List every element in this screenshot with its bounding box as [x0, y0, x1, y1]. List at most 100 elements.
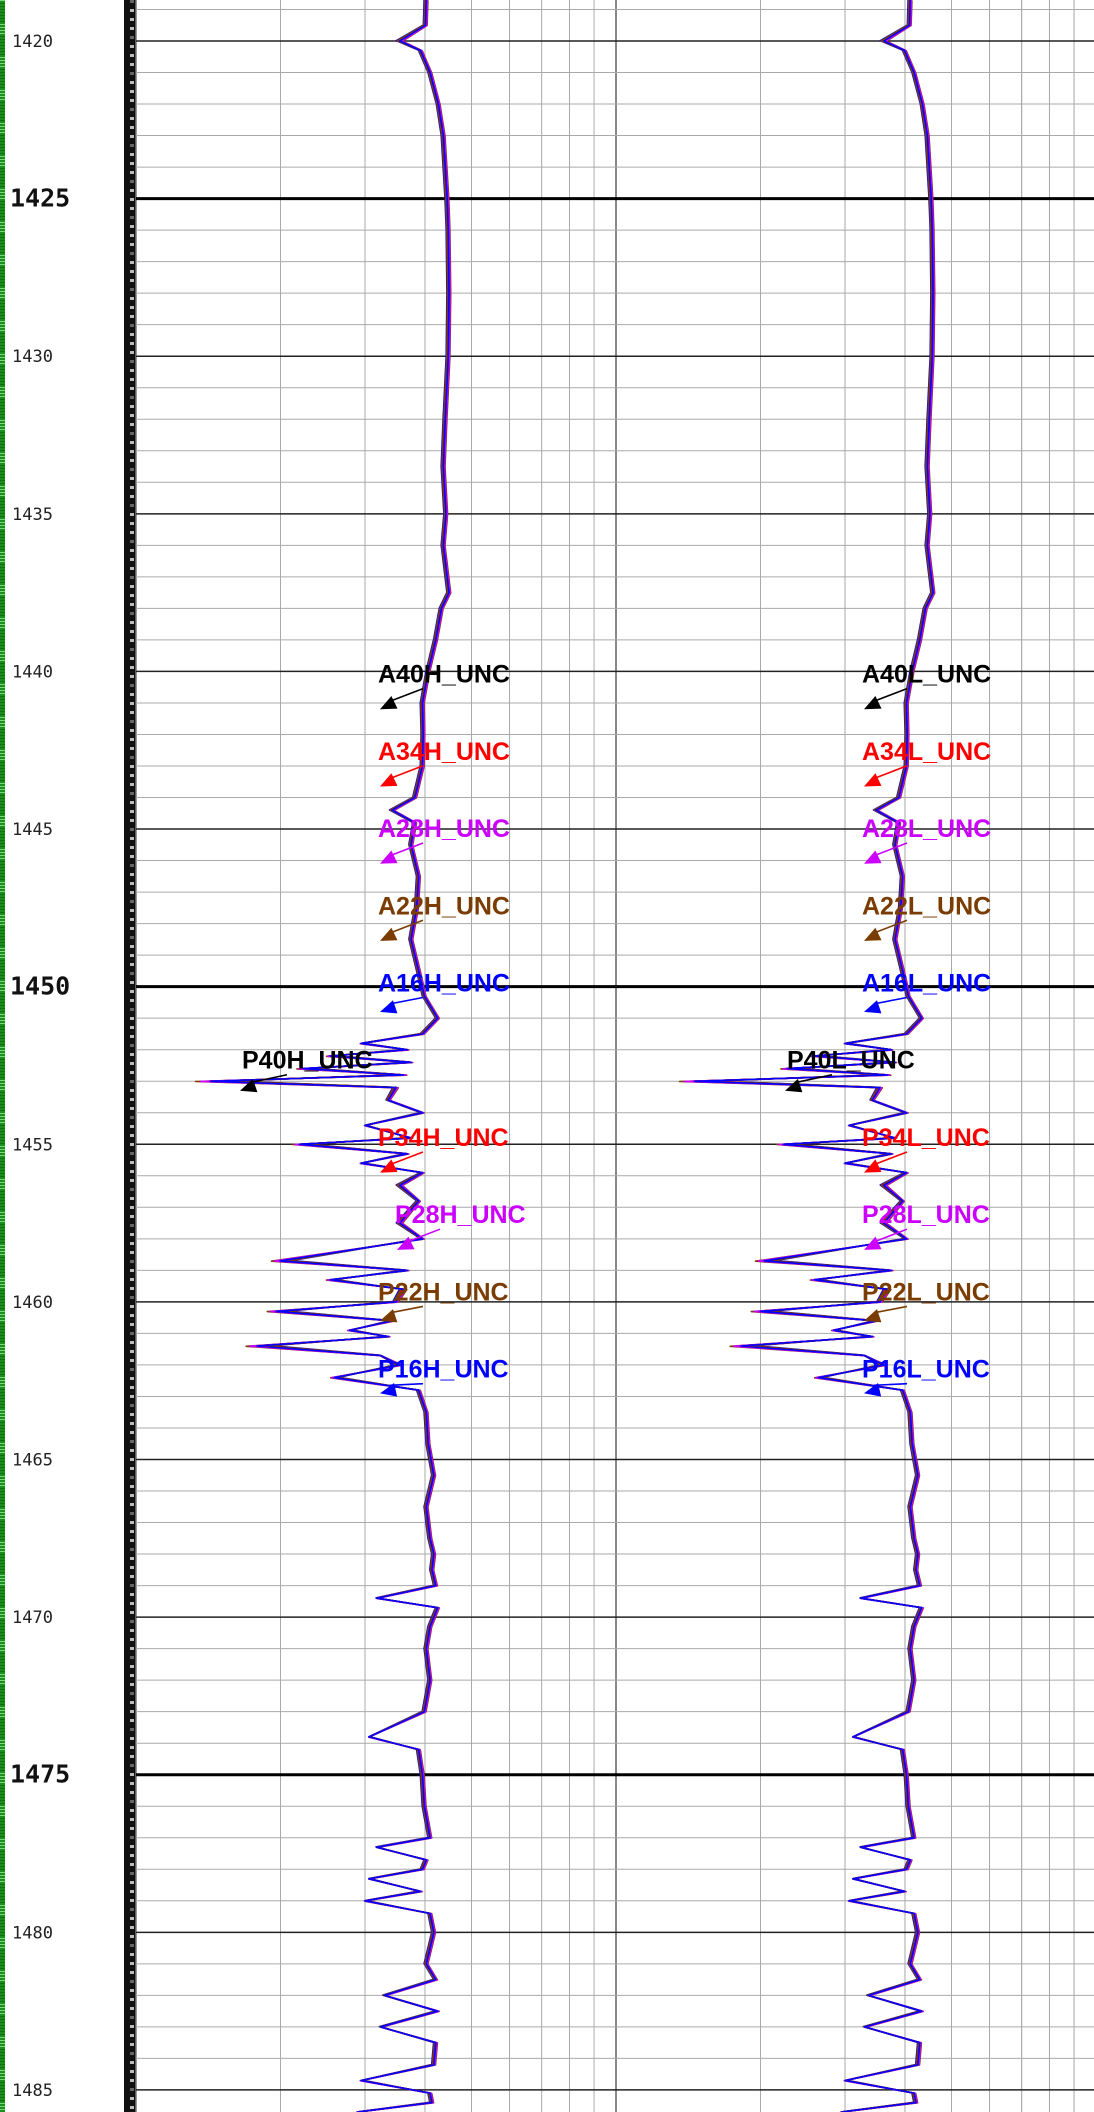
green-strip-line: [0, 117, 5, 118]
curve-label-a22h_unc: A22H_UNC: [378, 892, 510, 941]
depth-track-tick: [130, 1206, 134, 1209]
depth-track-tick: [130, 243, 134, 246]
green-strip-line: [0, 1500, 5, 1501]
depth-track-tick: [130, 1917, 134, 1920]
depth-track-tick: [130, 1161, 134, 1164]
green-strip-line: [0, 765, 5, 766]
green-strip-line: [0, 1659, 5, 1660]
depth-track-tick: [130, 2025, 134, 2028]
depth-track-tick: [130, 675, 134, 678]
green-strip-line: [0, 1530, 5, 1531]
green-strip-line: [0, 1071, 5, 1072]
green-strip-line: [0, 615, 5, 616]
green-strip-line: [0, 174, 5, 175]
curve-label-arrowhead: [397, 1236, 415, 1250]
green-strip-line: [0, 18, 5, 19]
green-strip-line: [0, 1710, 5, 1711]
green-strip-line: [0, 699, 5, 700]
green-strip-line: [0, 240, 5, 241]
depth-track-tick: [130, 1116, 134, 1119]
depth-track-tick: [130, 1197, 134, 1200]
green-strip-line: [0, 1443, 5, 1444]
green-strip-line: [0, 27, 5, 28]
green-strip-line: [0, 1137, 5, 1138]
green-strip-line: [0, 1350, 5, 1351]
green-strip-line: [0, 753, 5, 754]
green-strip-line: [0, 597, 5, 598]
depth-track-tick: [130, 828, 134, 831]
green-strip-line: [0, 915, 5, 916]
depth-track-tick: [130, 1782, 134, 1785]
green-strip-line: [0, 492, 5, 493]
green-strip-line: [0, 1875, 5, 1876]
green-strip-line: [0, 1074, 5, 1075]
green-strip-line: [0, 1554, 5, 1555]
depth-track-tick: [130, 2079, 134, 2082]
green-strip-line: [0, 495, 5, 496]
green-strip-line: [0, 864, 5, 865]
green-strip-line: [0, 390, 5, 391]
green-strip-line: [0, 816, 5, 817]
green-strip-line: [0, 1884, 5, 1885]
depth-track-tick: [130, 396, 134, 399]
depth-track-tick: [130, 90, 134, 93]
curve-label-p28h_unc: P28H_UNC: [395, 1201, 526, 1250]
green-strip-line: [0, 1431, 5, 1432]
green-strip-line: [0, 756, 5, 757]
green-strip-line: [0, 1254, 5, 1255]
green-strip-line: [0, 546, 5, 547]
green-strip-line: [0, 684, 5, 685]
green-strip-line: [0, 1017, 5, 1018]
green-strip-line: [0, 1905, 5, 1906]
curve-label-arrowhead: [380, 1309, 398, 1323]
green-strip-line: [0, 396, 5, 397]
green-strip-line: [0, 1764, 5, 1765]
depth-track-tick: [130, 477, 134, 480]
green-strip-line: [0, 450, 5, 451]
green-strip-line: [0, 1734, 5, 1735]
green-strip-line: [0, 594, 5, 595]
curve-label-arrowhead: [864, 773, 882, 787]
depth-track-tick: [130, 972, 134, 975]
green-strip-line: [0, 984, 5, 985]
depth-track-tick: [130, 1719, 134, 1722]
depth-track-tick: [130, 576, 134, 579]
green-strip-line: [0, 204, 5, 205]
depth-track-tick: [130, 585, 134, 588]
depth-track-tick: [130, 855, 134, 858]
depth-track-tick: [130, 783, 134, 786]
green-strip-line: [0, 549, 5, 550]
green-strip-line: [0, 855, 5, 856]
green-strip-line: [0, 177, 5, 178]
green-strip-line: [0, 1779, 5, 1780]
green-strip-line: [0, 906, 5, 907]
depth-track-tick: [130, 765, 134, 768]
green-strip-line: [0, 1617, 5, 1618]
green-strip-line: [0, 393, 5, 394]
green-strip-line: [0, 1392, 5, 1393]
green-strip-line: [0, 258, 5, 259]
depth-track-tick: [130, 999, 134, 1002]
depth-track-tick: [130, 1323, 134, 1326]
green-strip-line: [0, 336, 5, 337]
green-strip-line: [0, 639, 5, 640]
green-strip-line: [0, 726, 5, 727]
green-strip-line: [0, 2031, 5, 2032]
green-strip-line: [0, 513, 5, 514]
depth-track-tick: [130, 981, 134, 984]
depth-track-tick: [130, 621, 134, 624]
green-strip-line: [0, 231, 5, 232]
green-strip-line: [0, 666, 5, 667]
green-strip-line: [0, 1200, 5, 1201]
green-strip-line: [0, 1959, 5, 1960]
depth-track-tick: [130, 1737, 134, 1740]
curve-label-arrow-line: [389, 996, 424, 1005]
green-strip-line: [0, 1410, 5, 1411]
green-strip-line: [0, 1104, 5, 1105]
curve-label-text: P34L_UNC: [862, 1124, 990, 1152]
green-strip-line: [0, 2091, 5, 2092]
green-strip-line: [0, 987, 5, 988]
depth-track-tick: [130, 1251, 134, 1254]
green-strip-line: [0, 837, 5, 838]
green-strip-line: [0, 225, 5, 226]
